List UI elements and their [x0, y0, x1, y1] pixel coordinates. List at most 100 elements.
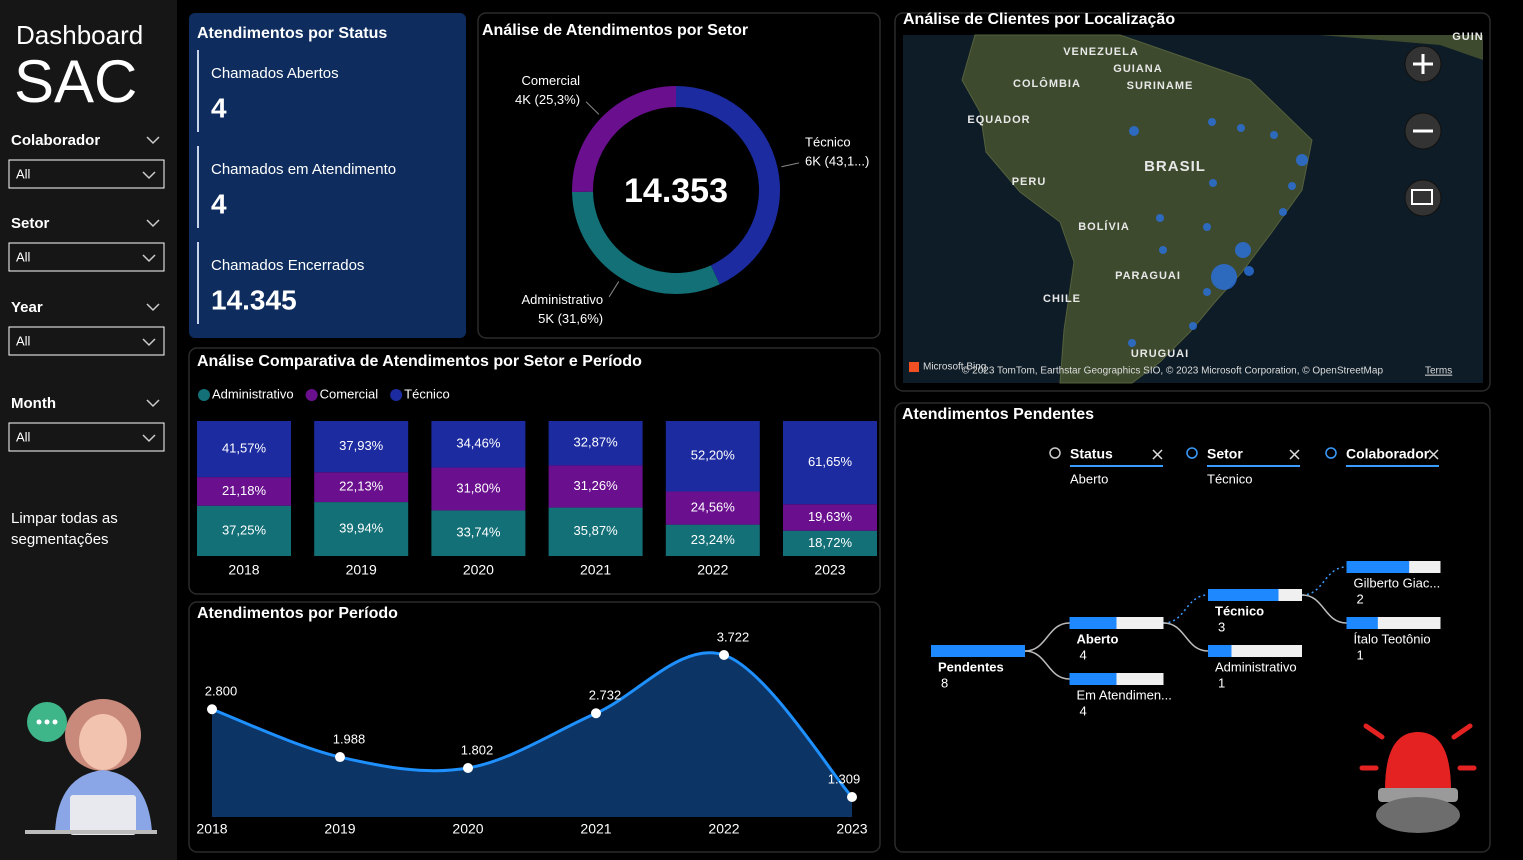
map-place-label: GUIANA	[1113, 63, 1162, 75]
bar-label: 31,26%	[574, 478, 619, 493]
leader-line	[585, 101, 600, 115]
map-select[interactable]	[1404, 179, 1442, 217]
filter-icon	[1325, 447, 1337, 459]
map-point	[1270, 131, 1278, 139]
map-logo: Microsoft Bing	[923, 362, 986, 373]
tree-connector	[1024, 650, 1070, 680]
bar-label: 41,57%	[222, 440, 267, 455]
slice-label: 4K (25,3%)	[515, 92, 580, 107]
map-land	[961, 34, 1313, 384]
map-point	[1203, 288, 1211, 296]
bar-label: 23,24%	[691, 532, 736, 547]
data-point	[591, 708, 601, 719]
tree-bar	[1208, 645, 1232, 657]
legend-swatch	[198, 389, 210, 401]
x-tick-label: 2020	[463, 562, 494, 578]
x-tick-label: 2022	[697, 562, 728, 578]
card-value: 4	[211, 188, 227, 219]
data-point	[847, 792, 857, 802]
x-tick-label: 2019	[324, 821, 355, 837]
bar-segment	[431, 510, 526, 556]
bar-label: 34,46%	[456, 436, 501, 451]
donut-slice	[572, 86, 676, 192]
slicer-label: Colaborador	[11, 132, 100, 149]
clear-slicers-button[interactable]: Limpar todas as segmentações	[11, 510, 118, 548]
map-point	[1296, 154, 1308, 166]
tree-bar	[1346, 561, 1410, 573]
slicer-chevron	[146, 303, 160, 312]
slicer-box[interactable]	[8, 422, 165, 452]
filter-value: Técnico	[1207, 471, 1253, 486]
data-point	[207, 704, 217, 715]
bar-label: 22,13%	[339, 479, 384, 494]
tree-bar	[1346, 617, 1378, 629]
x-tick-label: 2018	[228, 562, 259, 578]
tree-node-value: 3	[1218, 619, 1225, 634]
map-place-label: PERU	[1012, 176, 1047, 188]
map-point	[1211, 264, 1237, 290]
bar-label: 24,56%	[691, 499, 736, 514]
tree-node-label: Gilberto Giac...	[1354, 575, 1441, 590]
data-label: 1.802	[461, 742, 494, 757]
bar-segment	[783, 530, 877, 556]
x-tick-label: 2021	[580, 821, 611, 837]
tree-bar	[1208, 589, 1279, 601]
card-label: Chamados Encerrados	[211, 257, 364, 274]
slicer-box[interactable]	[8, 159, 165, 189]
map-point	[1203, 223, 1211, 231]
filter-icon	[1186, 447, 1198, 459]
map-point	[1209, 179, 1217, 187]
slicer-box[interactable]	[8, 242, 165, 272]
tree-connector	[1024, 622, 1070, 652]
sidebar-title: Dashboard	[16, 20, 143, 50]
bar-segment	[548, 465, 643, 508]
map-place-label: GUIN	[1452, 31, 1484, 43]
bar-segment	[314, 472, 409, 503]
map-place-label: VENEZUELA	[1063, 46, 1139, 58]
tree-node-value: 2	[1357, 591, 1364, 606]
slicer-box[interactable]	[8, 326, 165, 356]
bar-label: 21,18%	[222, 483, 267, 498]
map-zoom-out[interactable]	[1404, 112, 1442, 150]
bar-label: 19,63%	[808, 509, 853, 524]
map-place-label: COLÔMBIA	[1013, 77, 1081, 90]
bar-segment	[197, 421, 291, 478]
tree-connector	[1301, 594, 1347, 624]
map-terms[interactable]: Terms	[1425, 366, 1452, 377]
tree-bar	[931, 645, 1025, 657]
map-place-label: SURINAME	[1127, 80, 1194, 92]
tree-node-label: Administrativo	[1215, 659, 1297, 674]
bar-segment	[665, 491, 760, 525]
filter-field: Colaborador	[1346, 446, 1430, 462]
filter-remove[interactable]	[1428, 449, 1439, 460]
filter-icon	[1049, 447, 1061, 459]
tree-node-label: Em Atendimen...	[1077, 687, 1172, 702]
bar-segment	[197, 477, 291, 506]
tree-connector	[1301, 566, 1347, 596]
alarm-illustration	[1359, 723, 1477, 833]
map-place-label: BOLÍVIA	[1078, 220, 1130, 233]
x-tick-label: 2018	[196, 821, 227, 837]
bar-segment	[197, 505, 291, 556]
x-tick-label: 2022	[708, 821, 739, 837]
slicer-value: All	[16, 166, 31, 181]
area-line	[211, 651, 854, 799]
map-attribution: © 2023 TomTom, Earthstar Geographics SIO…	[962, 366, 1383, 377]
filter-remove[interactable]	[1152, 449, 1163, 460]
slicer-dropdown	[142, 338, 156, 347]
map-title: Análise de Clientes por Localização	[903, 11, 1175, 28]
slicer-value: All	[16, 249, 31, 264]
map-zoom-in[interactable]	[1404, 45, 1442, 83]
map-point	[1189, 322, 1197, 330]
bar-segment	[783, 421, 877, 505]
filter-field: Setor	[1207, 446, 1243, 462]
bar-label: 52,20%	[691, 448, 736, 463]
chart-title: Atendimentos por Período	[197, 605, 398, 622]
tree-node-label: Técnico	[1215, 603, 1264, 618]
bar-label: 37,93%	[339, 438, 384, 453]
slice-category: Técnico	[805, 134, 851, 149]
filter-remove[interactable]	[1289, 449, 1300, 460]
